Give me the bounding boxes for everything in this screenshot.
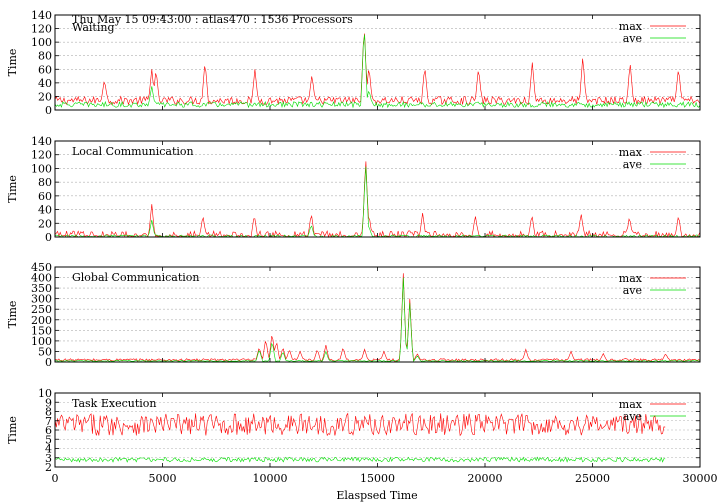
y-tick-label: 200: [31, 314, 52, 327]
y-tick-label: 60: [38, 63, 52, 76]
y-tick-label: 140: [31, 9, 52, 22]
panel-title: Task Execution: [72, 397, 156, 410]
y-tick-label: 0: [45, 231, 52, 244]
y-tick-label: 100: [31, 162, 52, 175]
figure-header: Thu May 15 09:43:00 : atlas470 : 1536 Pr…: [72, 13, 353, 26]
x-tick-label: 0: [52, 472, 59, 485]
y-tick-label: 400: [31, 272, 52, 285]
series-ave-line: [54, 456, 666, 463]
x-tick-label: 20000: [468, 472, 503, 485]
y-tick-label: 4: [45, 443, 52, 456]
series-max-line: [54, 161, 701, 238]
legend-label-max: max: [619, 146, 643, 159]
y-tick-label: 100: [31, 36, 52, 49]
x-tick-label: 5000: [149, 472, 177, 485]
y-tick-label: 0: [45, 104, 52, 117]
legend-label-max: max: [619, 398, 643, 411]
y-tick-label: 10: [38, 387, 52, 400]
y-tick-label: 350: [31, 282, 52, 295]
y-tick-label: 0: [45, 356, 52, 369]
series-ave-line: [54, 166, 701, 238]
series-max-line: [54, 33, 701, 106]
y-tick-label: 5: [45, 433, 52, 446]
y-tick-label: 80: [38, 50, 52, 63]
x-tick-label: 10000: [253, 472, 288, 485]
y-tick-label: 300: [31, 293, 52, 306]
x-tick-label: 25000: [575, 472, 610, 485]
y-axis-label: Time: [6, 175, 19, 203]
y-tick-label: 7: [45, 415, 52, 428]
y-tick-label: 150: [31, 324, 52, 337]
series-max-line: [54, 273, 701, 362]
legend-label-ave: ave: [623, 284, 642, 297]
y-axis-label: Time: [6, 416, 19, 444]
y-tick-label: 100: [31, 335, 52, 348]
y-tick-label: 2: [45, 461, 52, 474]
legend-label-ave: ave: [623, 32, 642, 45]
y-tick-label: 140: [31, 135, 52, 148]
plot-frame: [54, 14, 701, 111]
y-tick-label: 450: [31, 261, 52, 274]
legend-label-max: max: [619, 272, 643, 285]
y-tick-label: 120: [31, 23, 52, 36]
panel-title: Global Communication: [72, 271, 200, 284]
x-tick-label: 30000: [683, 472, 718, 485]
y-tick-label: 9: [45, 396, 52, 409]
y-axis-label: Time: [6, 301, 19, 329]
y-tick-label: 80: [38, 176, 52, 189]
y-tick-label: 60: [38, 190, 52, 203]
y-tick-label: 20: [38, 217, 52, 230]
y-tick-label: 6: [45, 424, 52, 437]
panel-title: Waiting: [72, 21, 115, 34]
y-tick-label: 50: [38, 345, 52, 358]
legend-label-ave: ave: [623, 158, 642, 171]
y-tick-label: 8: [45, 406, 52, 419]
y-tick-label: 250: [31, 303, 52, 316]
series-max-line: [54, 412, 666, 437]
x-tick-label: 15000: [360, 472, 395, 485]
y-tick-label: 40: [38, 77, 52, 90]
x-axis-label: Elaspsed Time: [336, 489, 417, 502]
y-tick-label: 3: [45, 452, 52, 465]
y-axis-label: Time: [6, 49, 19, 77]
y-tick-label: 40: [38, 204, 52, 217]
y-tick-label: 120: [31, 149, 52, 162]
y-tick-label: 20: [38, 90, 52, 103]
legend-label-max: max: [619, 20, 643, 33]
panel-title: Local Communication: [72, 145, 194, 158]
legend-label-ave: ave: [623, 410, 642, 423]
